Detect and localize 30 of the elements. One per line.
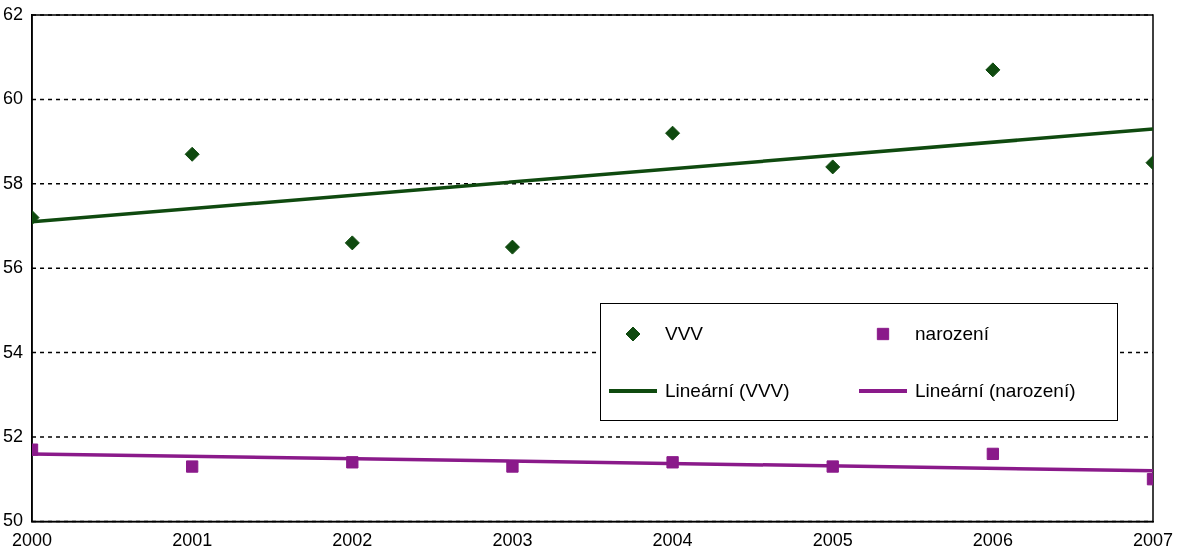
point [826,460,839,473]
x-tick-label: 2004 [652,530,693,551]
x-tick-label: 2002 [332,530,373,551]
point [666,456,679,469]
point [985,62,1001,78]
x-tick-label: 2001 [172,530,213,551]
y-tick-label: 50 [2,510,24,531]
y-tick-label: 58 [2,172,24,193]
point [504,239,520,255]
legend-label: Lineární (VVV) [665,380,790,403]
y-tick-label: 54 [2,341,24,362]
point [665,125,681,141]
x-tick-label: 2005 [812,530,853,551]
x-tick-label: 2006 [972,530,1013,551]
y-tick-label: 52 [2,425,24,446]
point [184,146,200,162]
x-tick-label: 2003 [492,530,533,551]
y-tick-label: 62 [2,3,24,24]
x-tick-label: 2007 [1132,530,1174,551]
point [346,456,359,469]
legend-label: Lineární (narození) [915,380,1076,403]
y-tick-label: 56 [2,257,24,278]
point [186,460,199,473]
point [986,447,1000,461]
legend-label: VVV [665,323,704,346]
x-tick-label: 2000 [12,530,53,551]
point [825,159,841,175]
point [344,235,360,251]
y-tick-label: 60 [2,88,24,109]
legend-label: narození [915,323,989,346]
